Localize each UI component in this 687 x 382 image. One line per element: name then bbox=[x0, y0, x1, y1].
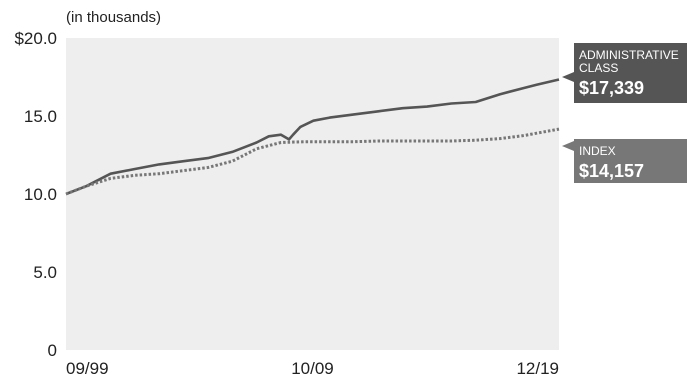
y-tick-label: $20.0 bbox=[14, 29, 57, 48]
unit-note: (in thousands) bbox=[66, 9, 161, 26]
x-tick-label: 09/99 bbox=[66, 359, 109, 378]
administrative-class-line bbox=[65, 78, 560, 196]
x-axis-ticks: 09/99 10/09 12/19 bbox=[66, 359, 559, 378]
series-layer bbox=[65, 78, 560, 196]
callout-administrative-value: $17,339 bbox=[579, 78, 644, 98]
y-tick-label: 15.0 bbox=[24, 107, 57, 126]
callout-index-value: $14,157 bbox=[579, 161, 644, 181]
callout-administrative-title-1: ADMINISTRATIVE bbox=[579, 48, 679, 62]
index-line bbox=[65, 127, 560, 196]
callout-index: INDEX $14,157 bbox=[562, 139, 687, 183]
callout-index-title: INDEX bbox=[579, 144, 616, 158]
y-tick-label: 10.0 bbox=[24, 185, 57, 204]
plot-area bbox=[66, 38, 559, 350]
callout-administrative-bg bbox=[562, 43, 687, 103]
callout-administrative-class: ADMINISTRATIVE CLASS $17,339 bbox=[562, 43, 687, 103]
callout-administrative-title-2: CLASS bbox=[579, 61, 618, 75]
y-tick-label: 5.0 bbox=[33, 263, 57, 282]
x-tick-label: 10/09 bbox=[291, 359, 334, 378]
x-tick-label: 12/19 bbox=[516, 359, 559, 378]
y-axis-ticks: $20.0 15.0 10.0 5.0 0 bbox=[14, 29, 57, 360]
callout-index-bg bbox=[562, 139, 687, 183]
y-tick-label: 0 bbox=[48, 341, 57, 360]
